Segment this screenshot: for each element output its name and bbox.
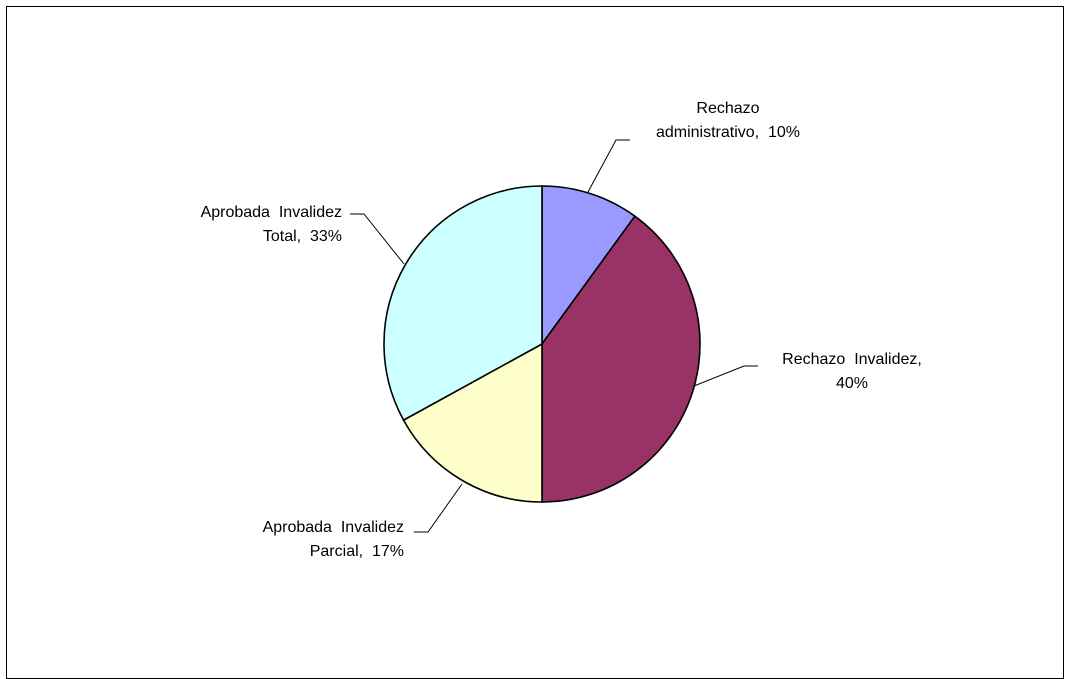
slice-label: Aprobada Invalidez Total, 33%	[201, 204, 342, 245]
slice-label-line: Aprobada Invalidez	[201, 204, 342, 221]
pie-slices	[383, 185, 701, 503]
pie-slice	[383, 185, 543, 422]
slice-label-line: 40%	[836, 375, 868, 392]
leader-line	[693, 365, 758, 387]
pie-slice	[541, 185, 636, 347]
slice-label-line: Total, 33%	[263, 228, 342, 245]
slice-labels: Rechazo administrativo, 10% Rechazo Invali…	[201, 100, 922, 560]
leader-lines	[350, 139, 758, 533]
slice-label-line: Rechazo	[696, 100, 759, 117]
leader-line	[414, 483, 463, 533]
slice-label: Rechazo Invalidez, 40%	[782, 351, 922, 392]
slice-label-line: Rechazo Invalidez,	[782, 351, 922, 368]
slice-label-line: administrativo, 10%	[656, 124, 800, 141]
slice-label: Rechazo administrativo, 10%	[656, 100, 800, 141]
leader-line	[350, 213, 405, 265]
pie-slice	[402, 342, 543, 503]
leader-line	[587, 139, 630, 193]
slice-label: Aprobada Invalidez Parcial, 17%	[263, 519, 404, 560]
slice-label-line: Aprobada Invalidez	[263, 519, 404, 536]
slice-label-line: Parcial, 17%	[310, 543, 404, 560]
pie-slice	[541, 215, 701, 503]
